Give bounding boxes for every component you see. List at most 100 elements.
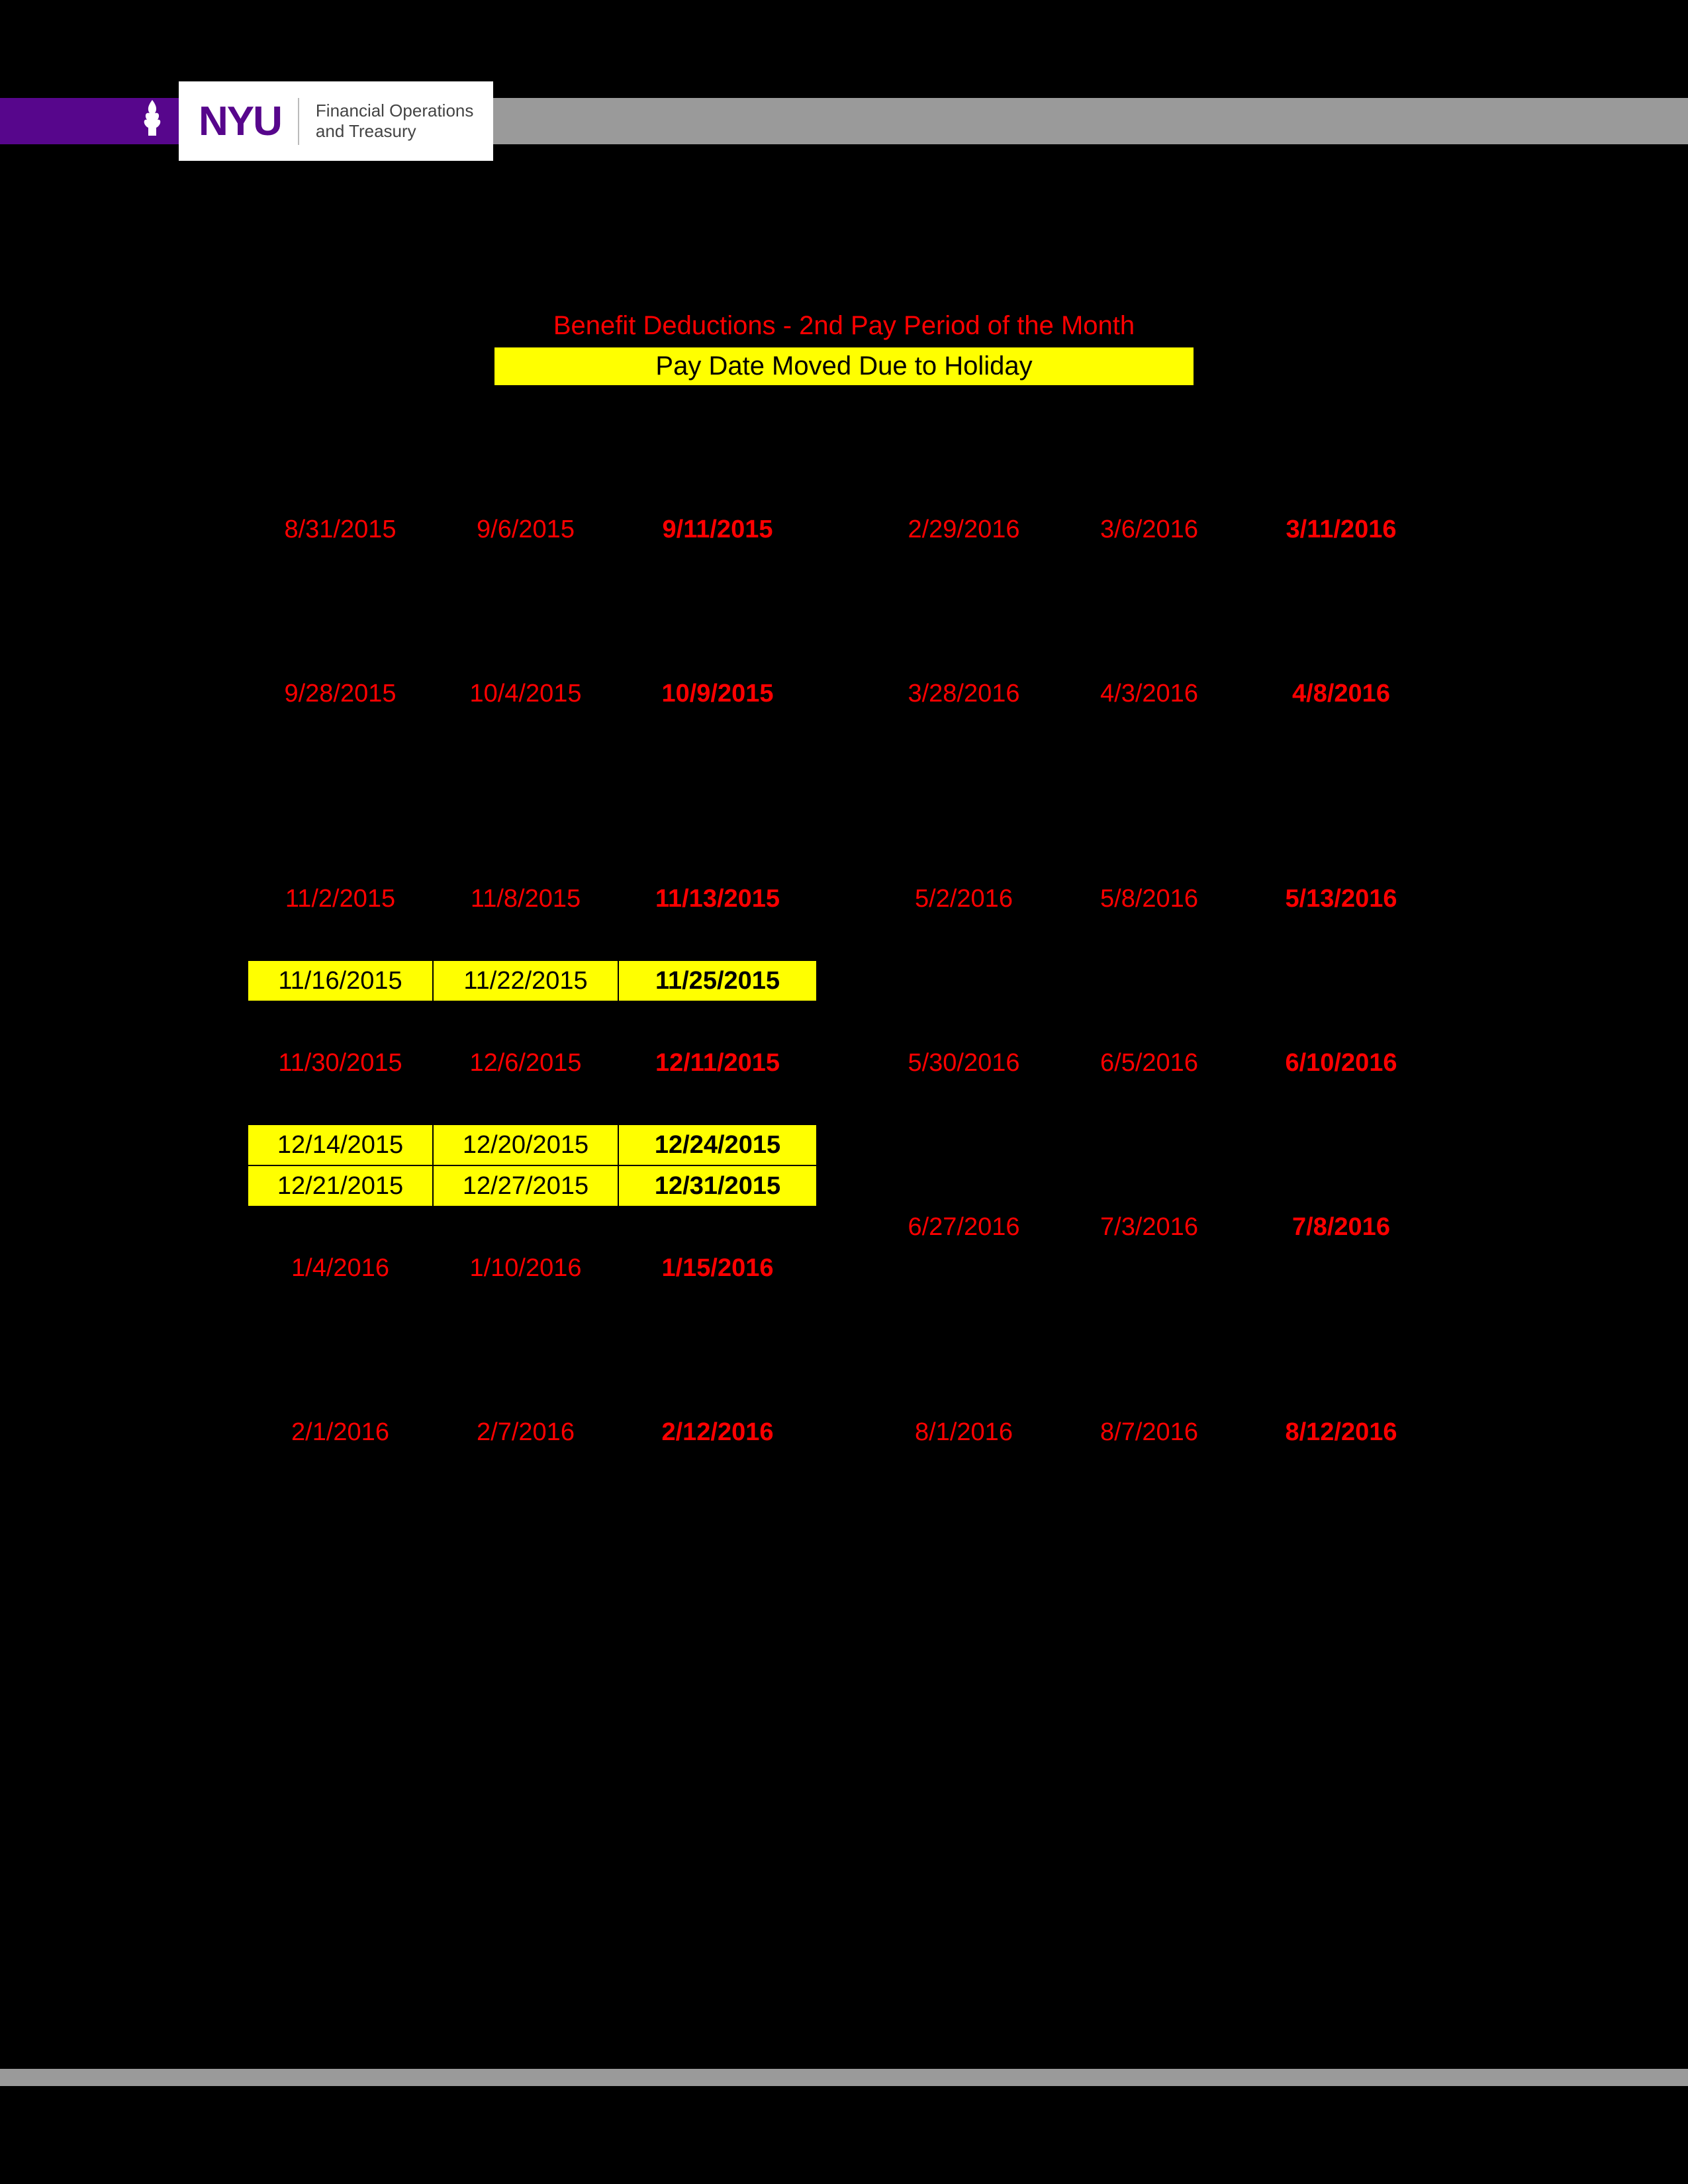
cell-end: 9/20/2015 <box>433 591 618 632</box>
cell-begin: 4/18/2016 <box>871 796 1056 837</box>
cell-begin: 4/11/2016 <box>871 755 1056 796</box>
cell-begin: 5/9/2016 <box>871 919 1056 960</box>
cell-begin: 2/29/2016 <box>871 509 1056 550</box>
table-row: 3/21/20163/27/20164/1/2016 <box>871 632 1440 673</box>
table-row: 2/8/20162/14/20162/19/2016 <box>248 1453 817 1494</box>
cell-end: 9/13/2015 <box>433 550 618 591</box>
table-row: 12/7/201512/13/201512/18/2015 <box>248 1083 817 1124</box>
cell-end: 10/18/2015 <box>433 755 618 796</box>
cell-pay-date: 5/27/2016 <box>1242 960 1440 1001</box>
cell-pay-date: 2/26/2016 <box>618 1494 817 1535</box>
cell-begin: 11/9/2015 <box>248 919 433 960</box>
table-row: 10/19/201510/25/201510/30/2015 <box>248 796 817 837</box>
cell-pay-date: 8/19/2016 <box>1242 1453 1440 1494</box>
cell-end: 8/14/2016 <box>1056 1453 1242 1494</box>
cell-pay-date: 10/23/2015 <box>618 755 817 796</box>
cell-begin: 1/25/2016 <box>248 1371 433 1412</box>
cell-begin: 7/4/2016 <box>871 1248 1056 1289</box>
table-row: 1/11/20161/17/20161/22/2016 <box>248 1289 817 1330</box>
cell-pay-date: 4/15/2016 <box>1242 714 1440 755</box>
cell-end: 5/1/2016 <box>1056 837 1242 878</box>
cell-begin: 6/27/2016 <box>871 1206 1056 1248</box>
cell-end: 2/21/2016 <box>433 1494 618 1535</box>
cell-begin: 9/14/2015 <box>248 591 433 632</box>
cell-begin: 2/22/2016 <box>871 468 1056 509</box>
cell-begin: 5/30/2016 <box>871 1042 1056 1083</box>
cell-pay-date: 11/6/2015 <box>618 837 817 878</box>
cell-pay-date: 9/25/2015 <box>618 591 817 632</box>
cell-pay-date: 10/9/2015 <box>618 673 817 714</box>
cell-end: 3/27/2016 <box>1056 632 1242 673</box>
table-row: 6/6/20166/12/20166/17/2016 <box>871 1083 1440 1124</box>
table-row: 10/5/201510/11/201510/16/2015 <box>248 714 817 755</box>
payroll-table-left: Begin End Pay Date 8/24/20158/30/20159/4… <box>247 426 818 1535</box>
table-row: 7/25/20167/31/20168/5/2016 <box>871 1371 1440 1412</box>
cell-pay-date: 1/8/2016 <box>618 1206 817 1248</box>
cell-pay-date: 9/18/2015 <box>618 550 817 591</box>
payroll-table-right: Begin End Pay Date 2/22/20162/28/20163/4… <box>870 426 1441 1535</box>
cell-begin: 5/2/2016 <box>871 878 1056 919</box>
cell-begin: 11/30/2015 <box>248 1042 433 1083</box>
cell-pay-date: 12/4/2015 <box>618 1001 817 1042</box>
content: Weekly Payroll Calendar - Academic Year … <box>172 218 1516 1535</box>
cell-end: 9/6/2015 <box>433 509 618 550</box>
cell-end: 11/1/2015 <box>433 837 618 878</box>
cell-begin: 11/16/2015 <box>248 960 433 1001</box>
dept-line-2: and Treasury <box>316 121 473 142</box>
cell-pay-date: 7/22/2016 <box>1242 1289 1440 1330</box>
cell-begin: 1/4/2016 <box>248 1248 433 1289</box>
table-header-row: Begin End Pay Date <box>871 427 1440 468</box>
purple-strip <box>0 98 179 144</box>
table-row: 2/29/20163/6/20163/11/2016 <box>871 509 1440 550</box>
cell-begin: 1/18/2016 <box>248 1330 433 1371</box>
cell-end: 11/8/2015 <box>433 878 618 919</box>
cell-end: 7/17/2016 <box>1056 1289 1242 1330</box>
table-row: 11/2/201511/8/201511/13/2015 <box>248 878 817 919</box>
cell-end: 8/7/2016 <box>1056 1412 1242 1453</box>
table-row: 8/31/20159/6/20159/11/2015 <box>248 509 817 550</box>
cell-end: 12/27/2015 <box>433 1165 618 1206</box>
col-pay-date: Pay Date <box>1242 427 1440 468</box>
table-row: 2/1/20162/7/20162/12/2016 <box>248 1412 817 1453</box>
cell-pay-date: 3/4/2016 <box>1242 468 1440 509</box>
cell-pay-date: 10/2/2015 <box>618 632 817 673</box>
cell-end: 5/29/2016 <box>1056 1001 1242 1042</box>
cell-end: 10/11/2015 <box>433 714 618 755</box>
table-row: 11/30/201512/6/201512/11/2015 <box>248 1042 817 1083</box>
table-row: 3/7/20163/13/20163/18/2016 <box>871 550 1440 591</box>
cell-pay-date: 7/8/2016 <box>1242 1206 1440 1248</box>
cell-pay-date: 3/11/2016 <box>1242 509 1440 550</box>
cell-pay-date: 4/1/2016 <box>1242 632 1440 673</box>
cell-begin: 6/13/2016 <box>871 1124 1056 1165</box>
cell-end: 1/3/2016 <box>433 1206 618 1248</box>
cell-begin: 2/15/2016 <box>248 1494 433 1535</box>
table-row: 7/11/20167/17/20167/22/2016 <box>871 1289 1440 1330</box>
table-row: 9/14/20159/20/20159/25/2015 <box>248 591 817 632</box>
nyu-logo-text: NYU <box>199 98 299 145</box>
cell-end: 8/21/2016 <box>1056 1494 1242 1535</box>
table-row: 10/26/201511/1/201511/6/2015 <box>248 837 817 878</box>
cell-pay-date: 4/29/2016 <box>1242 796 1440 837</box>
cell-pay-date: 12/18/2015 <box>618 1083 817 1124</box>
cell-pay-date: 3/18/2016 <box>1242 550 1440 591</box>
cell-pay-date: 8/26/2016 <box>1242 1494 1440 1535</box>
cell-end: 4/17/2016 <box>1056 755 1242 796</box>
cell-pay-date: 3/25/2016 <box>1242 591 1440 632</box>
col-begin: Begin <box>871 427 1056 468</box>
cell-pay-date: 10/16/2015 <box>618 714 817 755</box>
cell-begin: 3/14/2016 <box>871 591 1056 632</box>
cell-pay-date: 1/22/2016 <box>618 1289 817 1330</box>
cell-end: 7/31/2016 <box>1056 1371 1242 1412</box>
table-row: 11/9/201511/15/201511/20/2015 <box>248 919 817 960</box>
cell-end: 11/22/2015 <box>433 960 618 1001</box>
cell-end: 6/26/2016 <box>1056 1165 1242 1206</box>
cell-pay-date: 6/24/2016 <box>1242 1124 1440 1165</box>
table-row: 5/23/20165/29/20166/3/2016 <box>871 1001 1440 1042</box>
cell-begin: 8/1/2016 <box>871 1412 1056 1453</box>
cell-end: 4/3/2016 <box>1056 673 1242 714</box>
cell-begin: 3/28/2016 <box>871 673 1056 714</box>
cell-begin: 2/8/2016 <box>248 1453 433 1494</box>
cell-begin: 12/14/2015 <box>248 1124 433 1165</box>
table-row: 12/14/201512/20/201512/24/2015 <box>248 1124 817 1165</box>
cell-begin: 10/26/2015 <box>248 837 433 878</box>
